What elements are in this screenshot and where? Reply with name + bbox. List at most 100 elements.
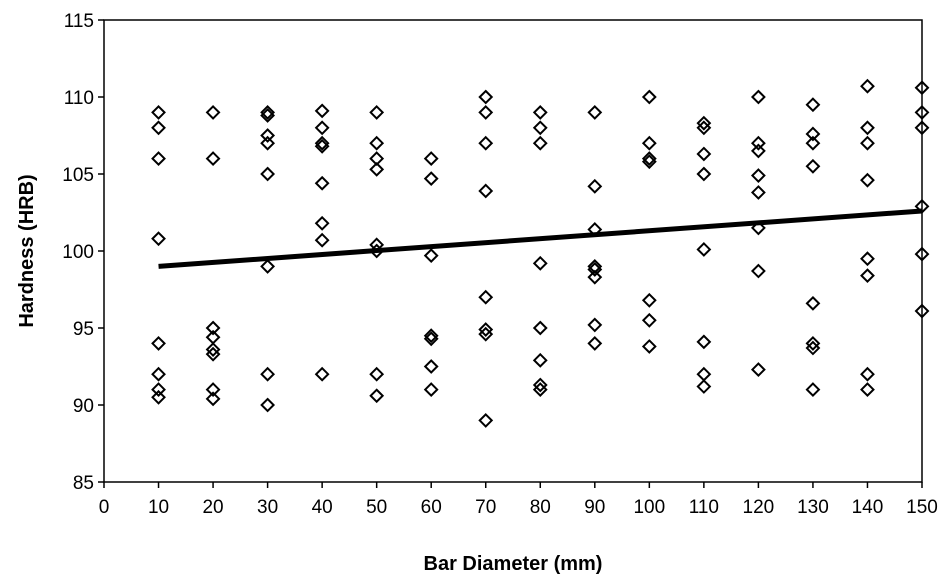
data-point: [860, 366, 875, 382]
y-tick-label: 105: [62, 165, 94, 186]
data-point: [260, 104, 276, 120]
data-point: [314, 366, 330, 382]
x-axis-title: Bar Diameter (mm): [424, 553, 603, 575]
x-tick-label: 90: [584, 497, 605, 518]
data-point: [260, 166, 276, 182]
x-tick-label: 40: [312, 497, 333, 518]
x-tick-label: 60: [421, 497, 442, 518]
data-point: [314, 215, 330, 231]
x-tick-labels: 0 10 20 30 40 50 60 70 80 90 100 110 120 130 140 150: [99, 482, 938, 518]
data-point: [641, 154, 657, 170]
data-point: [860, 172, 875, 188]
data-point: [587, 104, 603, 120]
data-point: [314, 175, 330, 191]
data-point: [478, 135, 494, 151]
x-tick-label: 140: [852, 497, 884, 518]
data-point: [260, 258, 276, 274]
data-point: [151, 366, 166, 382]
data-point: [696, 366, 712, 382]
data-point: [423, 248, 439, 264]
data-point: [423, 382, 439, 398]
y-tick-labels: 85 90 95 100 105 110 115: [62, 11, 104, 494]
data-point: [805, 135, 821, 151]
y-tick-label: 95: [73, 319, 94, 340]
data-point: [314, 232, 330, 248]
data-point: [750, 220, 766, 236]
data-point: [532, 352, 548, 368]
data-point: [860, 382, 875, 398]
data-point: [205, 346, 221, 362]
y-axis-title: Hardness (HRB): [16, 174, 38, 327]
data-point: [205, 104, 221, 120]
data-point: [750, 143, 766, 159]
data-point: [696, 120, 712, 136]
y-tick-label: 115: [64, 11, 94, 32]
data-point: [914, 246, 930, 262]
data-point: [205, 151, 221, 167]
data-point: [369, 366, 385, 382]
data-point: [205, 342, 221, 357]
data-point: [532, 255, 548, 271]
data-point: [260, 397, 276, 413]
data-point: [314, 103, 330, 119]
data-points: [151, 78, 930, 428]
data-point: [805, 126, 821, 142]
data-point: [478, 183, 494, 199]
data-point: [423, 359, 439, 374]
data-point: [260, 128, 276, 143]
data-point: [750, 135, 766, 151]
data-point: [587, 178, 603, 194]
data-point: [532, 320, 548, 336]
data-point: [641, 312, 657, 328]
y-tick-label: 110: [64, 88, 94, 109]
x-tick-label: 110: [689, 497, 719, 518]
data-point: [532, 104, 548, 120]
data-point: [151, 151, 166, 167]
data-point: [151, 120, 166, 136]
data-point: [914, 120, 930, 136]
data-point: [641, 89, 657, 105]
data-point: [641, 339, 657, 354]
data-point: [805, 158, 821, 174]
data-point: [750, 263, 766, 279]
data-point: [696, 115, 712, 131]
data-point: [423, 151, 439, 167]
data-point: [205, 320, 221, 336]
plot-area: [103, 19, 923, 483]
data-point: [151, 104, 166, 120]
x-tick-label: 150: [906, 497, 938, 518]
data-point: [750, 168, 766, 183]
trend-line: [158, 208, 923, 269]
data-point: [478, 289, 494, 305]
data-point: [151, 231, 166, 247]
data-point: [696, 146, 712, 162]
data-point: [696, 379, 712, 394]
data-point: [423, 328, 439, 344]
data-point: [151, 389, 166, 405]
data-point: [369, 388, 385, 404]
data-point: [696, 242, 712, 257]
x-tick-label: 130: [797, 497, 829, 518]
x-tick-label: 10: [148, 497, 169, 518]
data-point: [696, 166, 712, 182]
data-point: [750, 362, 766, 377]
data-point: [369, 104, 385, 120]
data-point: [369, 135, 385, 151]
x-tick-label: 120: [743, 497, 775, 518]
data-point: [914, 303, 930, 319]
data-point: [860, 268, 875, 284]
y-tick-label: 100: [62, 242, 94, 263]
data-point: [532, 120, 548, 136]
data-point: [205, 382, 221, 398]
data-point: [805, 295, 821, 311]
x-tick-label: 30: [257, 497, 278, 518]
data-point: [314, 135, 330, 151]
x-tick-label: 20: [202, 497, 223, 518]
data-point: [805, 97, 821, 113]
data-point: [641, 292, 657, 308]
data-point: [260, 366, 276, 382]
y-tick-label: 85: [73, 473, 94, 494]
data-point: [151, 335, 166, 351]
data-point: [914, 104, 930, 120]
